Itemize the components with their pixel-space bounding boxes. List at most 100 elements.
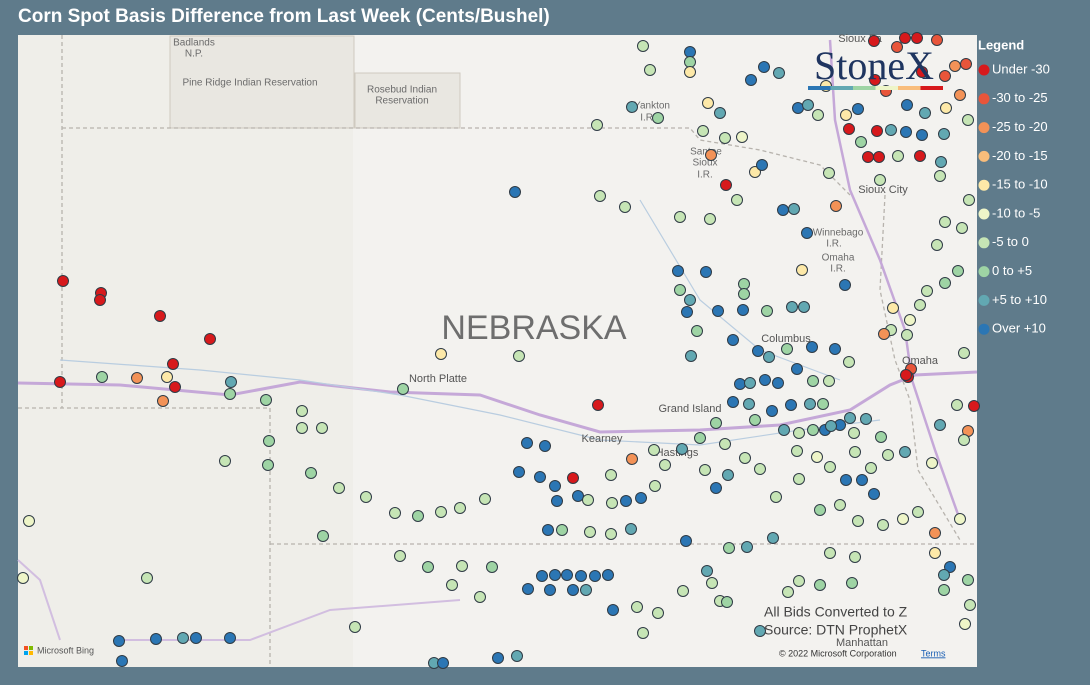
site-dot — [702, 97, 714, 109]
site-dot — [727, 396, 739, 408]
site-dot — [752, 345, 764, 357]
site-dot — [637, 40, 649, 52]
site-dot — [582, 494, 594, 506]
site-dot — [830, 200, 842, 212]
ms-logo — [29, 646, 33, 650]
site-dot — [536, 570, 548, 582]
site-dot — [437, 657, 449, 669]
site-dot — [649, 480, 661, 492]
site-dot — [877, 519, 889, 531]
place: Badlands — [173, 38, 215, 49]
site-dot — [766, 405, 778, 417]
site-dot — [843, 356, 855, 368]
legend-swatch — [978, 294, 990, 306]
site-dot — [513, 350, 525, 362]
interstate — [17, 370, 978, 434]
site-dot — [738, 288, 750, 300]
site-dot — [960, 58, 972, 70]
site-dot — [873, 151, 885, 163]
site-dot — [317, 530, 329, 542]
logo-stripe — [875, 86, 898, 90]
site-dot — [397, 383, 409, 395]
terms-link[interactable]: Terms — [921, 648, 946, 658]
place: Manhattan — [836, 637, 888, 649]
legend-swatch — [978, 266, 990, 278]
legend-label: -30 to -25 — [992, 90, 1048, 105]
site-dot — [849, 446, 861, 458]
site-dot — [435, 348, 447, 360]
site-dot — [944, 561, 956, 573]
site-dot — [824, 461, 836, 473]
place: Winnebago — [813, 228, 864, 239]
site-dot — [958, 434, 970, 446]
site-dot — [619, 201, 631, 213]
site-dot — [852, 103, 864, 115]
site-dot — [940, 102, 952, 114]
site-dot — [157, 395, 169, 407]
site-dot — [705, 149, 717, 161]
place: Yankton — [634, 101, 670, 112]
copyright: © 2022 Microsoft Corporation — [779, 648, 897, 658]
site-dot — [741, 541, 753, 553]
site-dot — [674, 284, 686, 296]
site-dot — [710, 482, 722, 494]
site-dot — [823, 167, 835, 179]
site-dot — [962, 574, 974, 586]
site-dot — [770, 491, 782, 503]
site-dot — [169, 381, 181, 393]
site-dot — [792, 102, 804, 114]
site-dot — [589, 570, 601, 582]
site-dot — [745, 74, 757, 86]
site-dot — [852, 515, 864, 527]
site-dot — [620, 495, 632, 507]
site-dot — [791, 445, 803, 457]
site-dot — [825, 420, 837, 432]
logo-stripe — [808, 86, 831, 90]
site-dot — [739, 452, 751, 464]
site-dot — [939, 277, 951, 289]
site-dot — [605, 528, 617, 540]
site-dot — [167, 358, 179, 370]
site-dot — [96, 371, 108, 383]
site-dot — [700, 266, 712, 278]
map: Badlands N.P. Pine Ridge Indian Reservat… — [17, 32, 980, 669]
site-dot — [811, 451, 823, 463]
site-dot — [422, 561, 434, 573]
site-dot — [887, 302, 899, 314]
place: Sioux City — [858, 184, 908, 196]
legend-swatch — [978, 122, 990, 134]
legend: Under -30 -30 to -25 -25 to -20 -20 to -15 -… — [978, 61, 1050, 336]
site-dot — [849, 551, 861, 563]
site-dot — [699, 464, 711, 476]
site-dot — [916, 66, 928, 78]
site-dot — [782, 586, 794, 598]
site-dot — [625, 523, 637, 535]
place: I.R. — [697, 170, 713, 181]
site-dot — [511, 650, 523, 662]
place: I.R. — [826, 239, 842, 250]
site-dot — [714, 107, 726, 119]
note: All Bids Converted to Z — [764, 604, 908, 620]
place: I.R. — [830, 264, 846, 275]
site-dot — [914, 150, 926, 162]
legend-label: 0 to +5 — [992, 263, 1032, 278]
site-dot — [855, 136, 867, 148]
logo: StoneX — [814, 43, 934, 88]
site-dot — [938, 569, 950, 581]
site-dot — [758, 61, 770, 73]
site-dot — [814, 579, 826, 591]
site-dot — [567, 584, 579, 596]
site-dot — [804, 398, 816, 410]
site-dot — [954, 89, 966, 101]
place: Columbus — [761, 333, 811, 345]
site-dot — [454, 502, 466, 514]
site-dot — [513, 466, 525, 478]
place: North Platte — [409, 373, 467, 385]
site-dot — [934, 419, 946, 431]
site-dot — [486, 561, 498, 573]
site-dot — [958, 347, 970, 359]
site-dot — [710, 417, 722, 429]
site-dot — [17, 572, 29, 584]
